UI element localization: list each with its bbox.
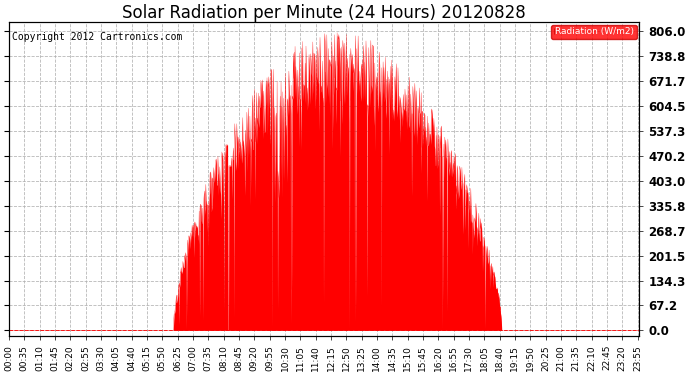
Title: Solar Radiation per Minute (24 Hours) 20120828: Solar Radiation per Minute (24 Hours) 20… [122, 4, 526, 22]
Text: Copyright 2012 Cartronics.com: Copyright 2012 Cartronics.com [12, 32, 183, 42]
Legend: Radiation (W/m2): Radiation (W/m2) [551, 25, 637, 39]
